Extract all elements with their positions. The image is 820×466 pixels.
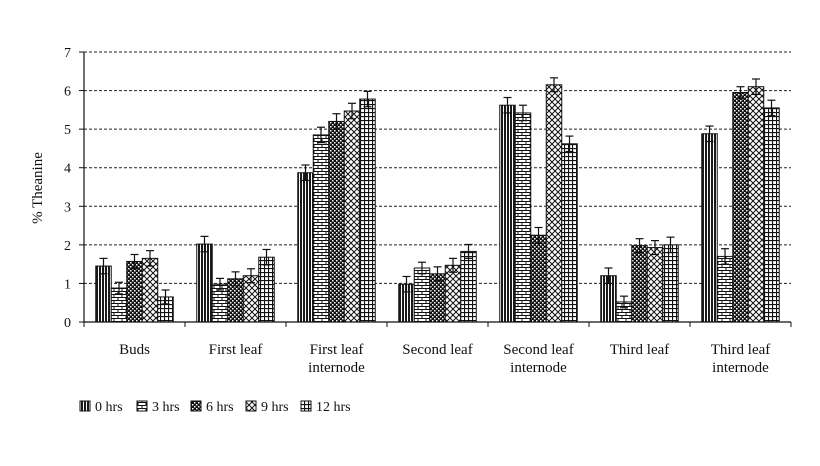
bar [312, 134, 330, 323]
bar [141, 257, 159, 323]
y-axis-label: % Theanine [30, 152, 46, 224]
bar [530, 234, 547, 323]
legend-swatch [190, 400, 202, 412]
x-tick-label: First leaf [209, 342, 263, 358]
bar [444, 264, 462, 323]
bar [514, 112, 532, 323]
x-tick-label: Third leaf [610, 342, 670, 358]
error-bars [99, 77, 776, 309]
bar [126, 260, 143, 323]
axes [83, 52, 792, 327]
bar [716, 255, 734, 323]
bar [499, 104, 516, 323]
y-tick-label: 5 [64, 123, 71, 138]
legend: 0 hrs 3 hrs 6 hrs 9 hrs 12 hrs [79, 400, 351, 415]
bar [343, 110, 361, 323]
legend-swatch [79, 400, 91, 412]
bar [95, 265, 112, 323]
bar [631, 245, 648, 323]
bar [328, 120, 345, 323]
x-tick-label: Third leaf [711, 342, 771, 358]
bar [258, 256, 275, 323]
legend-label: 6 hrs [206, 400, 234, 415]
bar [662, 244, 679, 323]
gridlines [84, 51, 791, 284]
bar [297, 172, 314, 323]
x-tick-label: Buds [119, 342, 150, 358]
bars [95, 84, 780, 323]
bar [359, 98, 376, 323]
legend-swatch [300, 400, 312, 412]
bar [545, 84, 563, 323]
x-tick-label: internode [510, 360, 567, 376]
y-axis-ticks: 0 1 2 3 4 5 6 7 [64, 46, 84, 331]
x-tick-label: internode [308, 360, 365, 376]
y-tick-label: 2 [64, 239, 71, 254]
y-tick-label: 0 [64, 316, 71, 331]
y-tick-label: 3 [64, 200, 71, 215]
bar [701, 133, 718, 323]
legend-swatch [245, 400, 257, 412]
bar [646, 247, 664, 323]
bar [460, 250, 477, 323]
bar [561, 143, 578, 323]
bar [747, 86, 765, 323]
legend-label: 12 hrs [316, 400, 351, 415]
legend-label: 3 hrs [152, 400, 180, 415]
legend-swatch [136, 400, 148, 412]
x-tick-label: Second leaf [503, 342, 573, 358]
bar [196, 243, 213, 323]
bar [732, 92, 749, 323]
bar [763, 107, 780, 323]
legend-label: 9 hrs [261, 400, 289, 415]
x-tick-label: Second leaf [402, 342, 472, 358]
y-tick-label: 1 [64, 277, 71, 292]
legend-label: 0 hrs [95, 400, 123, 415]
y-tick-label: 7 [64, 46, 71, 61]
x-tick-label: internode [712, 360, 769, 376]
y-tick-label: 6 [64, 85, 71, 100]
bar [413, 267, 431, 323]
x-tick-label: First leaf [310, 342, 364, 358]
y-tick-label: 4 [64, 162, 71, 177]
x-axis-labels: Buds First leaf First leaf internode Second … [119, 342, 770, 376]
